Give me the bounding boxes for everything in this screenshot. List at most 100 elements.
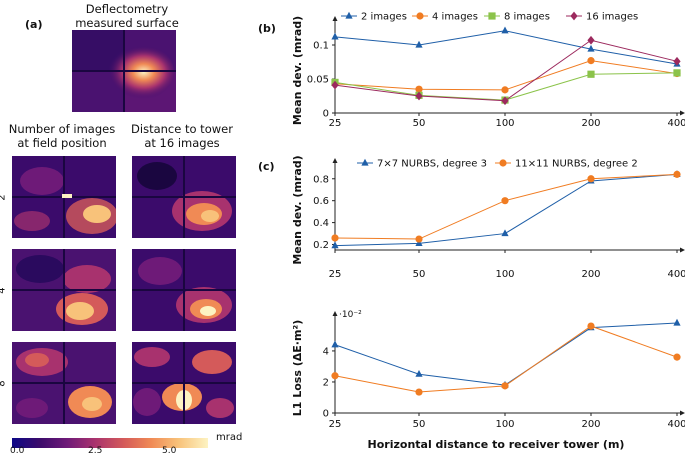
x-axis-label: Horizontal distance to receiver tower (m… — [368, 438, 625, 451]
x-tick-label: 25 — [329, 269, 342, 280]
heatmap-images-4-image — [12, 249, 116, 331]
x-tick-label: 25 — [329, 419, 342, 430]
chart-b: 0 0.05 0.1 25 50 100 200 400 Mean dev. (mrad) 2 i… — [291, 12, 685, 129]
x-axis-arrow — [680, 110, 685, 116]
y-tick-label: 4 — [323, 346, 329, 357]
data-point — [415, 85, 423, 93]
data-point — [415, 370, 423, 377]
legend-label: 7×7 NURBS, degree 3 — [377, 159, 487, 170]
data-point — [501, 229, 509, 237]
data-point — [331, 80, 339, 90]
x-tick-label: 25 — [329, 118, 342, 129]
column-heading-images-line2: at field position — [17, 136, 107, 150]
legend-label: 16 images — [586, 12, 638, 23]
column-heading-distance: Distance to tower at 16 images — [122, 122, 242, 150]
series-1 — [331, 170, 681, 243]
measured-surface-heatmap — [72, 30, 176, 112]
x-tick-label: 400 — [667, 269, 685, 280]
measured-surface-heading: Deflectometry measured surface — [62, 2, 192, 30]
x-tick-label: 200 — [581, 419, 600, 430]
legend-marker — [570, 11, 578, 21]
y-tick-label: 0.4 — [313, 218, 329, 229]
data-point — [501, 26, 509, 34]
colorbar-tick-0: 0.0 — [10, 446, 25, 456]
data-point — [587, 70, 595, 78]
y-tick-label: 0 — [323, 109, 329, 120]
colorbar — [12, 433, 208, 448]
legend-label: 11×11 NURBS, degree 2 — [515, 159, 638, 170]
colorbar-tick-2_5: 2.5 — [88, 446, 103, 456]
x-tick-label: 200 — [581, 118, 600, 129]
legend-marker — [361, 158, 369, 166]
colorbar-gradient — [12, 438, 208, 448]
data-point — [331, 241, 339, 249]
heatmap-images-8 — [12, 342, 116, 424]
data-point — [331, 372, 339, 380]
data-point — [415, 388, 423, 396]
data-point — [331, 234, 339, 242]
panel-label-c: (c) — [258, 160, 275, 173]
legend-label: 8 images — [504, 12, 550, 23]
series-1 — [331, 57, 681, 94]
legend-marker — [499, 159, 507, 167]
series-line — [334, 322, 678, 386]
x-tick-label: 400 — [667, 419, 685, 430]
data-point — [501, 96, 509, 106]
legend-entry: 8 images — [484, 12, 550, 23]
heatmap-distance-200m — [132, 342, 236, 424]
legend-marker — [488, 12, 496, 20]
heatmap-distance-200m-image — [132, 342, 236, 424]
series-line — [334, 60, 678, 91]
colorbar-tick-5: 5.0 — [162, 446, 177, 456]
series-1 — [331, 322, 681, 396]
y-tick-label: 0.2 — [313, 240, 329, 251]
chart-c-bottom: 0 2 4 25 50 100 200 400 L1 Loss (ΔE·m²) ·10⁻² Hori… — [291, 310, 685, 451]
series-0 — [331, 26, 681, 67]
heatmap-distance-100m-image — [132, 249, 236, 331]
y-axis-label: L1 Loss (ΔE·m²) — [291, 320, 304, 417]
column-heading-distance-line1: Distance to tower — [131, 122, 233, 136]
data-point — [415, 40, 423, 48]
legend-entry: 2 images — [341, 12, 407, 23]
series-line — [334, 173, 678, 240]
chart-c-top: 0.2 0.4 0.6 0.8 25 50 100 200 400 Mean dev. (mrad… — [291, 155, 685, 280]
data-point — [331, 340, 339, 348]
data-point — [673, 69, 681, 77]
heatmap-images-2 — [12, 156, 116, 238]
heatmap-images-8-image — [12, 342, 116, 424]
x-axis-arrow — [680, 410, 685, 416]
column-heading-images: Number of images at field position — [2, 122, 122, 150]
legend-entry: 16 images — [566, 12, 638, 23]
x-tick-label: 200 — [581, 269, 600, 280]
heatmap-distance-50m — [132, 156, 236, 238]
legend-label: 4 images — [432, 12, 478, 23]
legend-label: 2 images — [361, 12, 407, 23]
legend-entry: 4 images — [412, 12, 478, 23]
data-point — [587, 57, 595, 65]
colorbar-unit: mrad — [216, 432, 243, 443]
x-tick-label: 50 — [413, 118, 426, 129]
heatmap-distance-100m — [132, 249, 236, 331]
y-scale-note: ·10⁻² — [339, 310, 362, 320]
x-tick-label: 100 — [495, 419, 514, 430]
measured-surface-image — [72, 30, 176, 112]
column-heading-distance-line2: at 16 images — [144, 136, 220, 150]
column-heading-images-line1: Number of images — [8, 122, 116, 136]
y-tick-label: 2 — [323, 377, 329, 388]
data-point — [501, 382, 509, 390]
data-point — [415, 235, 423, 243]
data-point — [415, 91, 423, 101]
series-0 — [331, 318, 681, 388]
legend-entry: 7×7 NURBS, degree 3 — [357, 159, 487, 170]
heatmap-distance-50m-image — [132, 156, 236, 238]
heatmap-images-4 — [12, 249, 116, 331]
x-tick-label: 100 — [495, 269, 514, 280]
series-line — [334, 325, 678, 393]
y-tick-label: 0.8 — [313, 174, 329, 185]
data-point — [673, 353, 681, 361]
y-tick-label: 0.1 — [313, 41, 329, 52]
y-axis-arrow — [332, 311, 338, 316]
legend-entry: 11×11 NURBS, degree 2 — [495, 159, 638, 170]
series-0 — [331, 170, 681, 249]
